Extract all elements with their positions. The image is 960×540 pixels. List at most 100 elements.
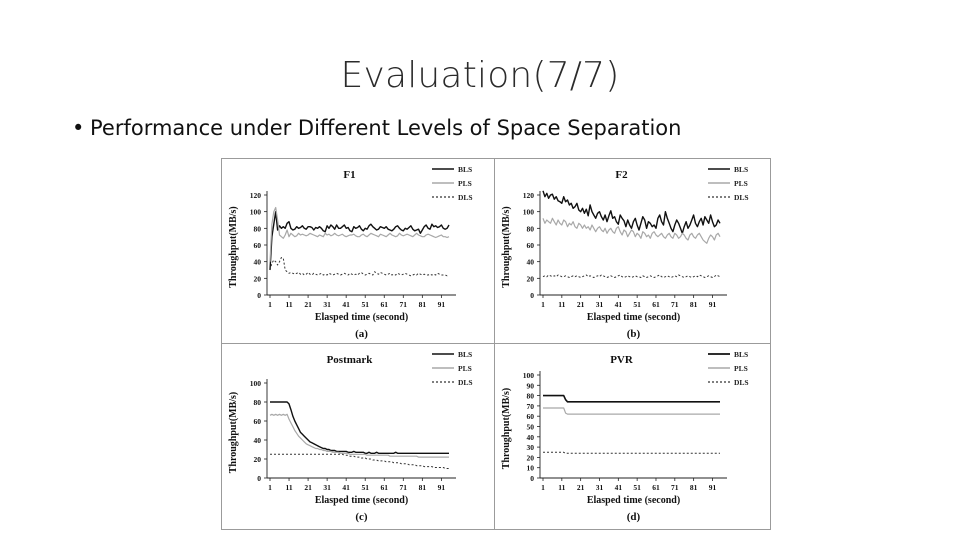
y-tick-label: 80 [254,398,262,407]
series-line-dls [270,453,449,469]
x-tick-label: 91 [438,483,446,492]
y-tick-label: 20 [527,274,535,283]
y-tick-label: 60 [527,241,535,250]
series-line-pls [542,217,721,244]
x-tick-label: 41 [615,483,623,492]
legend-label-bls: BLS [734,165,748,174]
x-tick-label: 91 [709,300,717,309]
x-tick-label: 71 [671,300,679,309]
legend-label-dls: DLS [734,378,749,387]
y-tick-label: 100 [250,208,262,217]
panel-label: (c) [355,511,368,523]
y-tick-label: 60 [254,417,262,426]
x-tick-label: 41 [342,300,350,309]
x-tick-label: 61 [652,483,660,492]
y-tick-label: 120 [250,191,262,200]
x-tick-label: 81 [690,300,698,309]
x-tick-label: 51 [633,483,641,492]
panel-label: (d) [627,511,641,523]
x-tick-label: 81 [419,483,427,492]
panel-label: (b) [627,328,641,340]
slide-title: Evaluation(7/7) [340,55,620,96]
series-line-pls [543,407,720,415]
chart-title: F2 [615,169,628,181]
y-tick-label: 40 [527,258,535,267]
y-tick-label: 80 [527,392,535,401]
x-tick-label: 51 [361,483,369,492]
x-tick-label: 1 [541,300,545,309]
series-line-bls [542,190,721,235]
series-line-pls [269,206,450,262]
y-tick-label: 120 [523,191,535,200]
x-tick-label: 71 [671,483,679,492]
panel-divider-horizontal [222,343,770,344]
x-axis-label: Elasped time (second) [587,495,680,506]
y-tick-label: 40 [254,436,262,445]
y-tick-label: 20 [527,453,535,462]
series-line-pls [269,413,449,458]
x-tick-label: 61 [381,483,389,492]
x-tick-label: 1 [268,483,272,492]
legend-label-pls: PLS [734,364,748,373]
x-tick-label: 51 [633,300,641,309]
x-tick-label: 41 [342,483,350,492]
panel-label: (a) [355,328,368,340]
x-tick-label: 41 [615,300,623,309]
y-axis-label: Throughput(MB/s) [501,206,512,288]
y-tick-label: 40 [527,433,535,442]
bullet-item: • Performance under Different Levels of S… [72,116,681,140]
legend-label-dls: DLS [458,378,473,387]
x-tick-label: 31 [323,483,331,492]
series-line-bls [269,211,450,271]
series-line-dls [269,257,450,277]
y-tick-label: 60 [254,241,262,250]
legend-label-bls: BLS [734,350,748,359]
y-tick-label: 100 [523,208,535,217]
y-tick-label: 40 [254,258,262,267]
bullet-dot-icon: • [72,116,85,140]
x-tick-label: 71 [400,300,408,309]
x-tick-label: 1 [268,300,272,309]
legend-label-dls: DLS [734,193,749,202]
y-tick-label: 50 [527,423,535,432]
x-tick-label: 21 [577,483,585,492]
x-tick-label: 61 [381,300,389,309]
x-axis-label: Elasped time (second) [315,495,408,506]
x-tick-label: 31 [596,300,604,309]
series-line-bls [543,394,720,403]
x-tick-label: 11 [558,300,565,309]
y-tick-label: 100 [250,379,262,388]
y-tick-label: 0 [530,474,534,483]
y-tick-label: 30 [527,443,535,452]
y-axis-label: Throughput(MB/s) [228,392,239,474]
y-tick-label: 60 [527,412,535,421]
panel-divider-vertical [494,159,495,529]
y-tick-label: 0 [530,291,534,300]
x-tick-label: 11 [285,483,292,492]
y-tick-label: 100 [523,371,535,380]
chart-title: Postmark [327,354,374,366]
figure-panel-grid: F1 0 20 40 60 80 100 120 1 11 21 31 41 51 61 71 81 91 Elas… [221,158,771,530]
x-axis-label: Elasped time (second) [315,312,408,323]
series-line-dls [543,451,720,454]
x-tick-label: 51 [361,300,369,309]
bullet-text: Performance under Different Levels of Sp… [90,116,682,140]
x-tick-label: 31 [323,300,331,309]
x-tick-label: 21 [304,483,312,492]
y-axis-label: Throughput(MB/s) [501,388,512,470]
x-tick-label: 11 [285,300,292,309]
y-tick-label: 80 [254,224,262,233]
x-tick-label: 81 [690,483,698,492]
chart-title: F1 [343,169,355,181]
series-line-bls [270,401,449,455]
legend-label-pls: PLS [734,179,748,188]
y-tick-label: 10 [527,464,535,473]
y-tick-label: 90 [527,381,535,390]
y-axis-label: Throughput(MB/s) [228,206,239,288]
x-tick-label: 21 [304,300,312,309]
legend-label-pls: PLS [458,364,472,373]
